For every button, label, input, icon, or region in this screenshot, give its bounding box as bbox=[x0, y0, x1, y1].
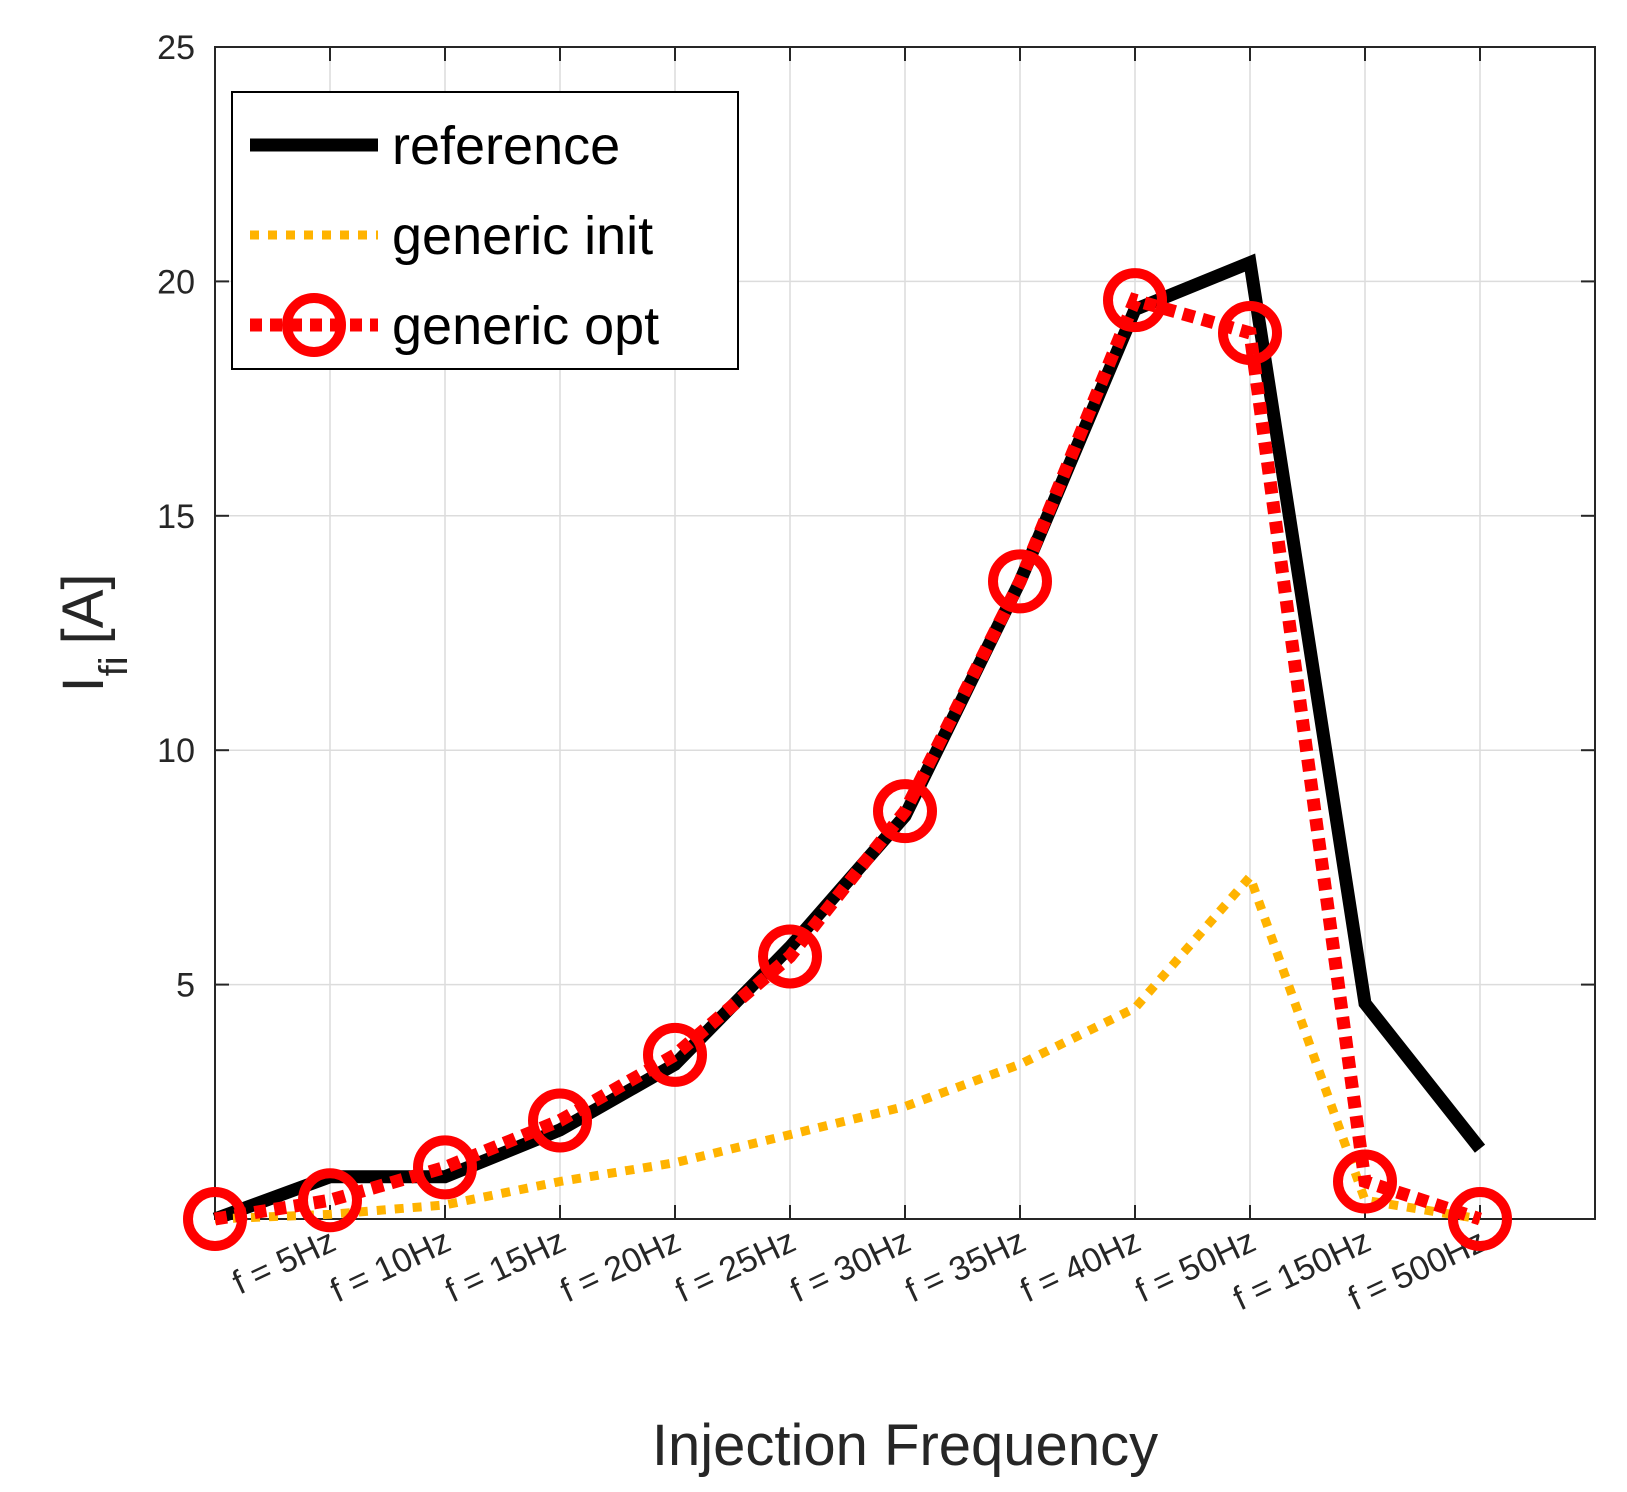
legend-label-reference: reference bbox=[392, 116, 620, 176]
legend-label-generic-init: generic init bbox=[392, 206, 653, 266]
series-marker-generic-opt bbox=[988, 549, 1052, 614]
series-marker-generic-opt bbox=[1103, 268, 1167, 333]
series-marker-generic-opt bbox=[1218, 300, 1282, 365]
legend-label-generic-opt: generic opt bbox=[392, 296, 659, 356]
x-tick-label: f = 40Hz bbox=[1015, 1222, 1147, 1310]
series-marker-generic-opt bbox=[873, 779, 937, 844]
series-line-reference bbox=[212, 253, 1486, 1226]
x-tick-label: f = 15Hz bbox=[440, 1222, 572, 1310]
series-marker-generic-opt bbox=[643, 1022, 707, 1087]
legend-entries: reference generic init generic opt bbox=[250, 116, 659, 357]
series-marker-generic-opt bbox=[413, 1135, 477, 1200]
x-tick-label: f = 20Hz bbox=[555, 1222, 687, 1310]
y-axis-label: Ifi [A] bbox=[51, 573, 136, 692]
y-tick-label: 15 bbox=[157, 498, 195, 536]
x-axis-label: Injection Frequency bbox=[652, 1413, 1158, 1478]
series-marker-generic-opt bbox=[528, 1088, 592, 1153]
y-axis-label-main: I bbox=[51, 676, 116, 692]
series-marker-generic-opt bbox=[298, 1168, 362, 1233]
x-tick-label: f = 10Hz bbox=[325, 1222, 457, 1310]
svg-text:Ifi[A]: Ifi [A] bbox=[51, 573, 136, 692]
series-marker-generic-opt bbox=[758, 924, 822, 989]
series-marker-generic-opt bbox=[1448, 1187, 1512, 1251]
y-axis-label-unit: [A] bbox=[51, 573, 116, 644]
x-tick-label: f = 5Hz bbox=[227, 1222, 342, 1302]
x-tick-label: f = 30Hz bbox=[785, 1222, 917, 1310]
y-tick-label: 5 bbox=[176, 967, 195, 1005]
series-marker-generic-opt bbox=[183, 1187, 247, 1251]
y-axis-label-subscript: fi bbox=[92, 656, 136, 676]
x-tick-label: f = 25Hz bbox=[670, 1222, 802, 1310]
y-tick-label: 25 bbox=[157, 29, 195, 67]
y-tick-label: 20 bbox=[157, 263, 195, 301]
x-tick-label: f = 35Hz bbox=[900, 1222, 1032, 1310]
y-tick-labels: 5 10 15 20 25 bbox=[157, 29, 195, 1005]
y-tick-label: 10 bbox=[157, 732, 195, 770]
legend-marker-generic-opt bbox=[282, 293, 346, 357]
series-layer bbox=[183, 253, 1512, 1251]
series-marker-generic-opt bbox=[1333, 1149, 1397, 1214]
legend: reference generic init generic opt bbox=[231, 91, 739, 370]
